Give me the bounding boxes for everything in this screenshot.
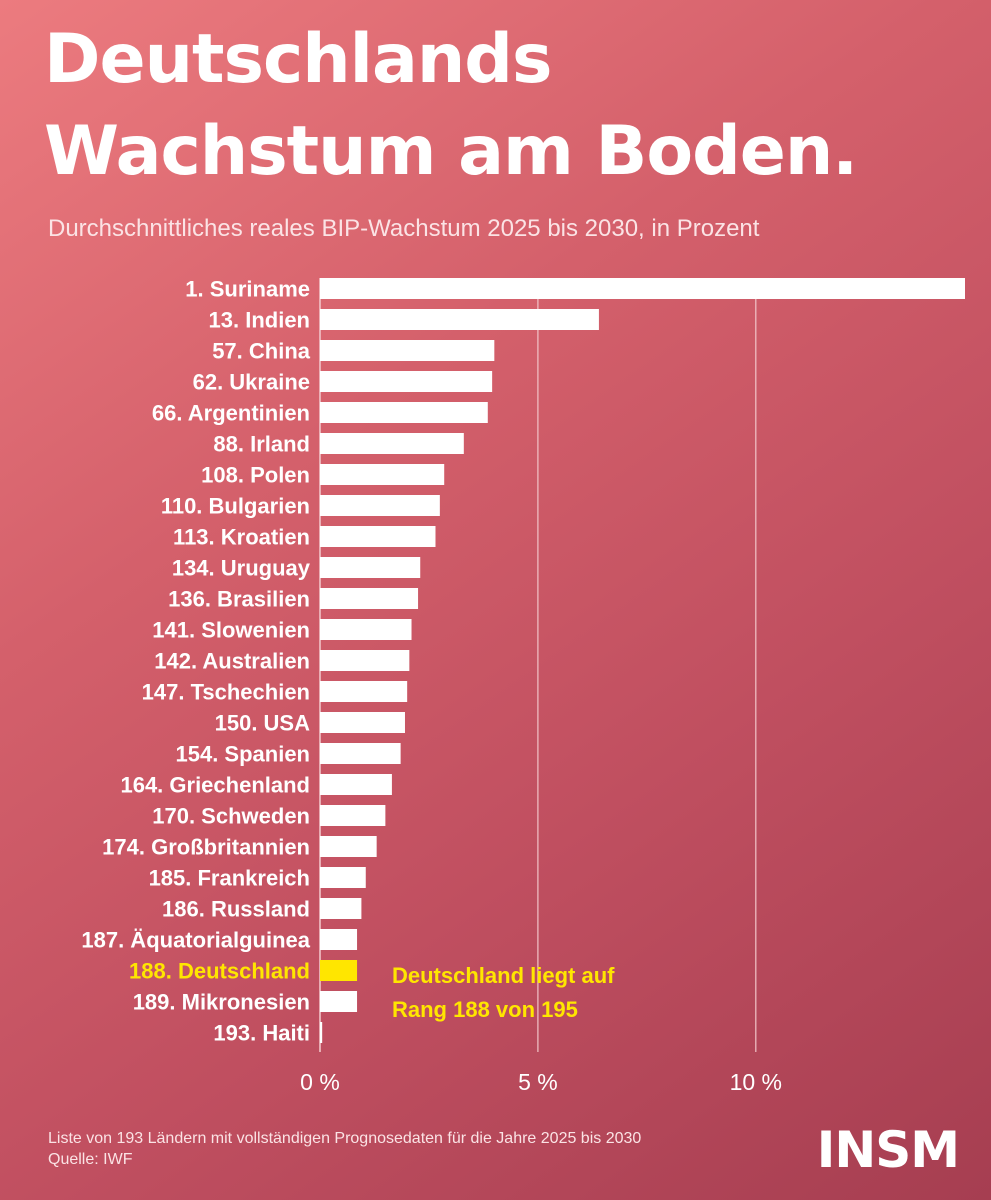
bar bbox=[320, 898, 362, 919]
title-line-2: Wachstum am Boden. bbox=[44, 112, 858, 191]
footnote-note: Liste von 193 Ländern mit vollständigen … bbox=[48, 1130, 642, 1147]
annotation-line-2: Rang 188 von 195 bbox=[392, 997, 578, 1022]
category-label: 170. Schweden bbox=[152, 804, 310, 829]
bar bbox=[320, 1022, 323, 1043]
bar bbox=[320, 278, 965, 299]
category-label: 88. Irland bbox=[213, 432, 310, 457]
footnote-source: Quelle: IWF bbox=[48, 1151, 133, 1168]
category-label: 57. China bbox=[212, 339, 311, 364]
category-label: 185. Frankreich bbox=[149, 866, 310, 891]
insm-logo: INSM bbox=[816, 1121, 960, 1179]
bar bbox=[320, 588, 419, 609]
category-label: 147. Tschechien bbox=[142, 680, 310, 705]
x-tick-label: 5 % bbox=[518, 1069, 558, 1095]
category-label: 136. Brasilien bbox=[168, 587, 310, 612]
category-label: 141. Slowenien bbox=[152, 618, 310, 643]
bar bbox=[320, 960, 358, 981]
category-label: 164. Griechenland bbox=[120, 773, 310, 798]
bar bbox=[320, 650, 410, 671]
bar bbox=[320, 929, 358, 950]
category-label: 187. Äquatorialguinea bbox=[81, 928, 310, 953]
category-label: 108. Polen bbox=[201, 463, 310, 488]
category-label: 174. Großbritannien bbox=[102, 835, 310, 860]
category-label: 66. Argentinien bbox=[152, 401, 310, 426]
bar bbox=[320, 743, 401, 764]
bar bbox=[320, 712, 405, 733]
bar bbox=[320, 681, 408, 702]
annotation-line-1: Deutschland liegt auf bbox=[392, 963, 615, 988]
category-label: 1. Suriname bbox=[185, 277, 310, 302]
category-label: 186. Russland bbox=[162, 897, 310, 922]
category-label: 189. Mikronesien bbox=[133, 990, 310, 1015]
bar bbox=[320, 774, 392, 795]
category-label: 193. Haiti bbox=[213, 1021, 310, 1046]
bar bbox=[320, 867, 366, 888]
category-label: 134. Uruguay bbox=[172, 556, 311, 581]
bar bbox=[320, 991, 358, 1012]
bar bbox=[320, 526, 436, 547]
bar bbox=[320, 309, 599, 330]
footnote: Liste von 193 Ländern mit vollständigen … bbox=[48, 1128, 641, 1170]
bar-chart: 1. Suriname 13. Indien 57. China 62. Ukrain… bbox=[81, 277, 965, 1095]
category-label: 154. Spanien bbox=[175, 742, 310, 767]
bar bbox=[320, 619, 412, 640]
bar bbox=[320, 340, 495, 361]
bar bbox=[320, 805, 386, 826]
category-label: 110. Bulgarien bbox=[161, 494, 310, 519]
bar bbox=[320, 557, 421, 578]
x-tick-label: 10 % bbox=[730, 1069, 782, 1095]
chart-subtitle: Durchschnittliches reales BIP-Wachstum 2… bbox=[48, 215, 760, 242]
category-label: 188. Deutschland bbox=[129, 959, 310, 984]
bar bbox=[320, 402, 488, 423]
bar bbox=[320, 433, 464, 454]
bar bbox=[320, 464, 445, 485]
category-label: 150. USA bbox=[215, 711, 310, 736]
bar bbox=[320, 371, 493, 392]
category-label: 113. Kroatien bbox=[173, 525, 310, 550]
bar bbox=[320, 836, 377, 857]
category-label: 13. Indien bbox=[209, 308, 310, 333]
bar bbox=[320, 495, 440, 516]
title-line-1: Deutschlands bbox=[44, 20, 552, 99]
category-label: 62. Ukraine bbox=[193, 370, 310, 395]
x-tick-label: 0 % bbox=[300, 1069, 340, 1095]
category-label: 142. Australien bbox=[154, 649, 310, 674]
chart-title: Deutschlands Wachstum am Boden. bbox=[44, 14, 858, 198]
